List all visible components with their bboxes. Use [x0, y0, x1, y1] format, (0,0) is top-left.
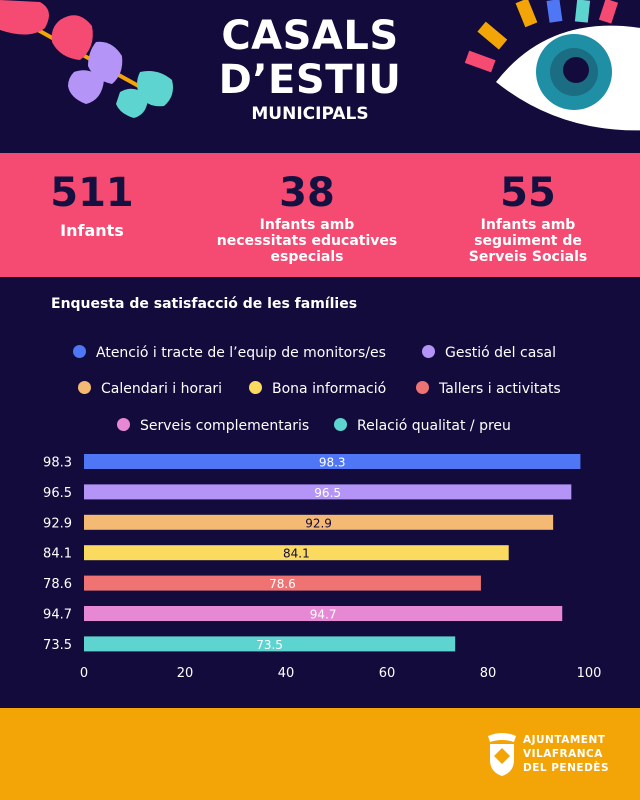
- bar-chart-plot: 98.3 98.3 96.5 96.5 92.9 92.9 84.1 84.1 78.6 78.6…: [43, 454, 602, 681]
- legend-swatch: [249, 381, 262, 394]
- title-line-3: MUNICIPALS: [251, 104, 369, 124]
- legend-swatch: [78, 381, 91, 394]
- x-tick-label: 40: [278, 666, 295, 681]
- coat-of-arms-logo: [488, 733, 516, 776]
- y-tick-label: 96.5: [43, 486, 72, 501]
- bar: [84, 484, 572, 500]
- legend-label: Calendari i horari: [101, 381, 223, 397]
- bar: [84, 545, 509, 561]
- bar: [84, 575, 481, 591]
- logo-line: DEL PENEDÈS: [523, 762, 610, 774]
- x-tick-label: 20: [177, 666, 194, 681]
- data-label: 73.5: [256, 638, 283, 652]
- data-label: 92.9: [305, 516, 332, 530]
- title-line-2: D’ESTIU: [218, 57, 402, 103]
- x-tick-label: 80: [480, 666, 497, 681]
- legend-label: Relació qualitat / preu: [357, 418, 511, 434]
- page-title: CASALS D’ESTIU MUNICIPALS: [200, 14, 420, 124]
- y-tick-label: 98.3: [43, 456, 72, 471]
- legend-label: Tallers i activitats: [439, 381, 561, 397]
- y-tick-label: 94.7: [43, 608, 72, 623]
- x-tick-label: 100: [577, 666, 602, 681]
- stat-value: 55: [500, 170, 556, 216]
- x-tick-label: 60: [379, 666, 396, 681]
- legend-swatch: [416, 381, 429, 394]
- y-tick-label: 84.1: [43, 547, 72, 562]
- legend-item-complementary: Serveis complementaris: [117, 418, 309, 434]
- eye-illustration: [464, 0, 640, 131]
- legend-item-calendar: Calendari i horari: [78, 381, 222, 397]
- stat-value: 38: [279, 170, 335, 216]
- legend-swatch: [73, 345, 86, 358]
- bar: [84, 514, 554, 530]
- y-tick-label: 92.9: [43, 516, 72, 531]
- stats-band: 511 Infants 38 Infants amb necessitats e…: [0, 153, 640, 277]
- legend-label: Atenció i tracte de l’equip de monitors/…: [96, 345, 386, 361]
- legend-label: Gestió del casal: [445, 345, 557, 361]
- stat-children: 511 Infants: [22, 171, 162, 239]
- y-tick-label: 78.6: [43, 577, 72, 592]
- bar: [84, 606, 563, 621]
- legend-label: Serveis complementaris: [140, 418, 310, 434]
- legend-swatch: [422, 345, 435, 358]
- satisfaction-chart: Enquesta de satisfacció de les famílies …: [0, 277, 640, 708]
- legend-item-management: Gestió del casal: [422, 345, 556, 361]
- data-label: 84.1: [283, 547, 310, 561]
- logo-text: AJUNTAMENT VILAFRANCA DEL PENEDÈS: [523, 733, 609, 775]
- legend-item-attention: Atenció i tracte de l’equip de monitors/…: [73, 345, 386, 361]
- x-tick-label: 0: [80, 666, 88, 681]
- legend-item-information: Bona informació: [249, 381, 386, 397]
- stat-value: 511: [50, 170, 134, 216]
- stat-special-needs: 38 Infants amb necessitats educatives es…: [214, 171, 400, 265]
- header: CASALS D’ESTIU MUNICIPALS: [0, 0, 640, 150]
- logo-line: AJUNTAMENT: [523, 734, 606, 746]
- legend-swatch: [334, 418, 347, 431]
- legend-swatch: [117, 418, 130, 431]
- stat-label: Infants amb seguiment de Serveis Socials: [468, 217, 588, 265]
- title-line-1: CASALS: [221, 13, 399, 59]
- bar: [84, 636, 456, 652]
- legend-item-workshops: Tallers i activitats: [416, 381, 561, 397]
- logo-line: VILAFRANCA: [523, 748, 603, 760]
- legend-item-value: Relació qualitat / preu: [334, 418, 511, 434]
- bar: [84, 454, 581, 469]
- chart-title: Enquesta de satisfacció de les famílies: [51, 296, 358, 312]
- data-label: 98.3: [319, 456, 346, 470]
- data-label: 78.6: [269, 577, 296, 591]
- data-label: 96.5: [314, 486, 341, 500]
- y-tick-label: 73.5: [43, 638, 72, 653]
- legend-label: Bona informació: [272, 381, 387, 397]
- stat-social-services: 55 Infants amb seguiment de Serveis Soci…: [450, 171, 606, 265]
- footer: AJUNTAMENT VILAFRANCA DEL PENEDÈS: [0, 708, 640, 800]
- hearts-arrow-illustration: [0, 0, 173, 118]
- stat-label: Infants: [60, 221, 124, 240]
- stat-label: Infants amb necessitats educatives espec…: [216, 217, 398, 265]
- data-label: 94.7: [310, 608, 337, 622]
